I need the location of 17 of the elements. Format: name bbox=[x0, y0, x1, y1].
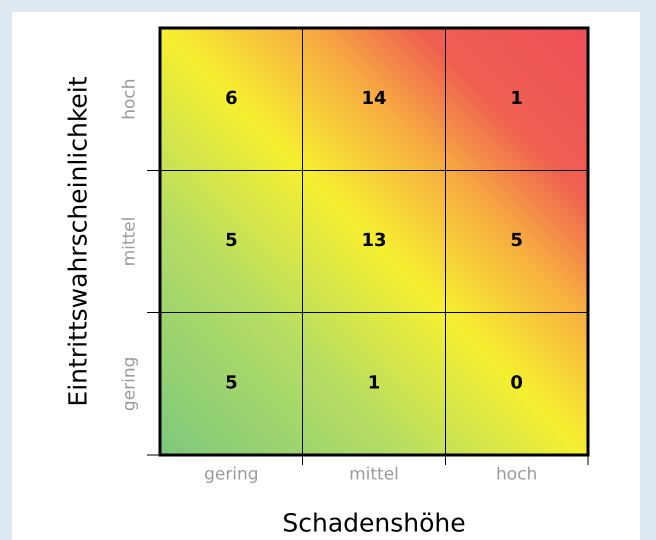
x-tick-label: mittel bbox=[349, 464, 399, 484]
data-label: 1 bbox=[510, 88, 523, 109]
data-label: 5 bbox=[510, 230, 523, 252]
y-tick-label: mittel bbox=[119, 216, 140, 266]
y-tick-label: gering bbox=[119, 356, 140, 412]
data-label: 0 bbox=[510, 372, 523, 394]
data-label: 5 bbox=[225, 230, 238, 252]
x-axis-title: Schadenshöhe bbox=[282, 508, 466, 538]
data-label: 5 bbox=[225, 372, 238, 394]
data-label: 1 bbox=[368, 372, 380, 394]
x-tick-label: hoch bbox=[496, 464, 538, 484]
data-label: 14 bbox=[361, 88, 387, 109]
data-label: 6 bbox=[225, 88, 238, 109]
y-axis-title: Eintrittswahrscheinlichkeit bbox=[64, 76, 92, 407]
x-tick-label: gering bbox=[204, 464, 259, 484]
y-tick-label: hoch bbox=[119, 78, 140, 120]
data-label: 13 bbox=[361, 230, 387, 252]
